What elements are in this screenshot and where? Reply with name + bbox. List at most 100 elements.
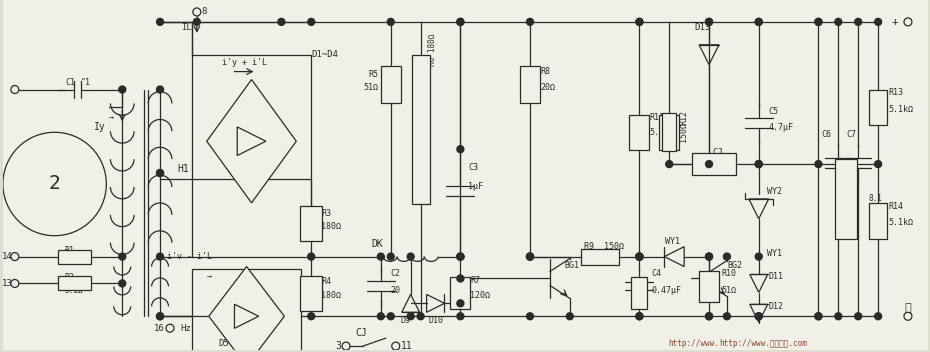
Bar: [870, 89, 887, 125]
Circle shape: [457, 253, 464, 260]
Text: C3: C3: [469, 163, 478, 171]
Text: R7: R7: [471, 276, 480, 285]
Bar: [659, 115, 679, 150]
Text: 3: 3: [335, 341, 341, 351]
Text: http://www.: http://www.: [668, 339, 719, 348]
Circle shape: [636, 313, 643, 320]
Circle shape: [636, 18, 643, 25]
Bar: [380, 65, 401, 103]
Circle shape: [724, 313, 730, 320]
Bar: [835, 159, 857, 239]
Circle shape: [3, 132, 106, 236]
Circle shape: [387, 253, 394, 260]
Text: Hz: Hz: [179, 324, 191, 333]
Circle shape: [308, 18, 314, 25]
Circle shape: [815, 313, 822, 320]
Text: 5.1kΩ: 5.1kΩ: [888, 105, 913, 114]
Text: Iy: Iy: [94, 122, 105, 132]
Text: R4: R4: [321, 277, 331, 286]
Bar: [520, 65, 540, 103]
Circle shape: [755, 18, 763, 25]
Text: R6 180Ω: R6 180Ω: [428, 33, 436, 66]
Text: 150Ω: 150Ω: [679, 122, 688, 142]
Text: 51Ω: 51Ω: [721, 286, 736, 295]
Circle shape: [666, 161, 672, 168]
Text: i'v - i'L: i'v - i'L: [167, 252, 212, 261]
Text: D11: D11: [769, 272, 784, 281]
Circle shape: [457, 18, 464, 25]
Circle shape: [706, 18, 712, 25]
Bar: [58, 250, 91, 264]
Text: 2: 2: [48, 175, 60, 194]
Text: R1: R1: [64, 246, 74, 255]
Circle shape: [156, 170, 164, 177]
Text: 51Ω: 51Ω: [364, 83, 379, 92]
Bar: [450, 277, 471, 309]
Text: 4.7μF: 4.7μF: [769, 123, 793, 132]
Bar: [300, 276, 322, 311]
Text: WY1: WY1: [665, 237, 680, 246]
Text: 8: 8: [202, 7, 207, 17]
Text: 1μF: 1μF: [469, 182, 484, 191]
Circle shape: [156, 313, 164, 320]
Circle shape: [815, 18, 822, 25]
Text: D1~D4: D1~D4: [312, 50, 339, 59]
Circle shape: [636, 253, 643, 260]
Text: R12: R12: [679, 110, 688, 125]
Circle shape: [457, 275, 464, 282]
Circle shape: [387, 18, 394, 25]
Text: D13: D13: [694, 23, 711, 32]
Circle shape: [755, 313, 763, 320]
Circle shape: [835, 18, 842, 25]
Circle shape: [636, 18, 643, 25]
Circle shape: [119, 253, 126, 260]
Circle shape: [636, 253, 643, 260]
Circle shape: [706, 253, 712, 260]
Circle shape: [874, 313, 882, 320]
Text: i'y + i'L: i'y + i'L: [221, 58, 267, 67]
Text: R9  150Ω: R9 150Ω: [584, 242, 624, 251]
Text: R8: R8: [540, 67, 550, 76]
Circle shape: [526, 253, 534, 260]
Text: D12: D12: [769, 302, 784, 311]
Text: BG2: BG2: [727, 261, 742, 270]
Text: H1: H1: [177, 164, 189, 174]
Circle shape: [278, 18, 285, 25]
Bar: [580, 249, 618, 265]
Text: R11: R11: [649, 113, 664, 122]
Text: →: →: [206, 272, 212, 281]
Circle shape: [526, 313, 534, 320]
Text: WY1: WY1: [766, 249, 782, 258]
Text: 20Ω: 20Ω: [540, 83, 555, 92]
Circle shape: [566, 313, 573, 320]
Text: +: +: [892, 17, 898, 27]
Bar: [192, 269, 301, 352]
Bar: [300, 206, 322, 241]
Circle shape: [418, 313, 424, 320]
Circle shape: [874, 161, 882, 168]
Circle shape: [636, 253, 643, 260]
Text: 180Ω: 180Ω: [321, 222, 341, 231]
Circle shape: [119, 86, 126, 93]
Circle shape: [119, 280, 126, 287]
Text: C5: C5: [769, 107, 778, 116]
Circle shape: [755, 313, 763, 320]
Text: CJ: CJ: [712, 148, 723, 157]
Circle shape: [407, 313, 414, 320]
Text: 20: 20: [391, 286, 401, 295]
Circle shape: [706, 161, 712, 168]
Circle shape: [457, 253, 464, 260]
Circle shape: [378, 253, 384, 260]
Text: →: →: [109, 113, 113, 122]
Circle shape: [706, 313, 712, 320]
Text: C4: C4: [651, 269, 661, 278]
Text: 8.1: 8.1: [868, 194, 882, 203]
Circle shape: [156, 170, 164, 177]
Circle shape: [526, 18, 534, 25]
Bar: [192, 55, 312, 179]
Circle shape: [308, 253, 314, 260]
Circle shape: [874, 18, 882, 25]
Text: 100: 100: [840, 194, 853, 203]
Text: R2: R2: [64, 273, 74, 282]
Polygon shape: [206, 80, 297, 203]
